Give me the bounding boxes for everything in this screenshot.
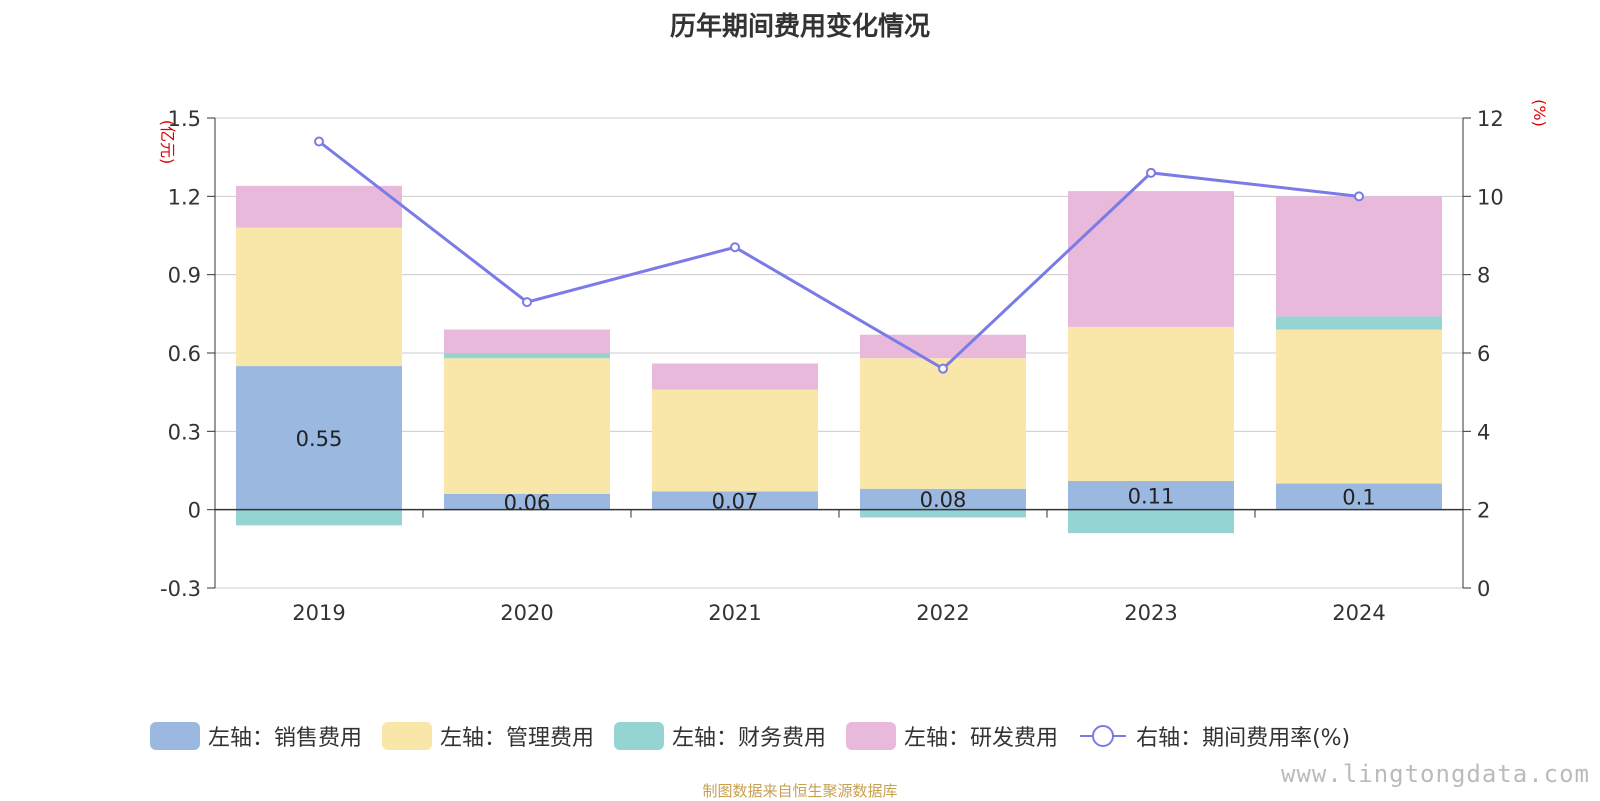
source-note: 制图数据来自恒生聚源数据库 [702, 782, 898, 800]
bar-3-2019 [236, 185, 402, 228]
bar-0-2020 [444, 494, 610, 510]
chart-title: 历年期间费用变化情况 [669, 12, 930, 42]
right-tick-label-3: 6 [1477, 342, 1490, 366]
line-point-2024 [1354, 191, 1364, 202]
line-expense-rate [318, 140, 1360, 371]
legend-item-finance[interactable]: 左轴：财务费用 [614, 720, 826, 752]
right-axis-unit: (%) [1530, 99, 1549, 127]
watermark: www.lingtongdata.com [1281, 760, 1590, 788]
legend-item-rnd[interactable]: 左轴：研发费用 [846, 720, 1058, 752]
right-tick-label-6: 12 [1477, 107, 1504, 131]
x-tick-label-2022: 2022 [916, 601, 969, 625]
right-tick-label-5: 10 [1477, 185, 1504, 209]
line-point-2023 [1146, 167, 1156, 178]
bar-1-2024 [1276, 329, 1442, 484]
bar-0-2019 [236, 366, 402, 510]
legend-swatch-sales [150, 722, 200, 750]
legend-item-expense-rate[interactable]: 右轴：期间费用率(%) [1078, 720, 1350, 752]
bar-2-2022 [860, 509, 1026, 518]
bar-1-2019 [236, 227, 402, 367]
right-tick-label-0: 0 [1477, 577, 1490, 601]
legend-swatch-finance [614, 722, 665, 750]
legend-label-admin: 左轴：管理费用 [440, 726, 595, 751]
bar-2-2019 [236, 509, 402, 526]
bar-2-2024 [1276, 316, 1442, 330]
bar-0-2023 [1068, 480, 1234, 510]
legend-item-sales[interactable]: 左轴：销售费用 [150, 720, 362, 752]
bar-0-2024 [1276, 483, 1442, 510]
bar-2-2023 [1068, 509, 1234, 534]
right-tick-label-1: 2 [1477, 499, 1490, 523]
line-point-2019 [314, 136, 324, 147]
line-marker-icon [1080, 725, 1127, 747]
x-tick-label-2020: 2020 [500, 601, 553, 625]
bar-1-2022 [860, 358, 1026, 489]
bar-1-2020 [444, 358, 610, 494]
left-tick-label-0: -0.3 [160, 577, 201, 601]
left-tick-label-5: 1.2 [168, 185, 201, 209]
legend-swatch-admin [382, 722, 433, 750]
x-tick-label-2021: 2021 [708, 601, 761, 625]
data-label-2021: 0.07 [712, 490, 759, 514]
bar-0-2021 [652, 491, 818, 510]
left-tick-label-6: 1.5 [168, 107, 201, 131]
bar-2-2020 [444, 353, 610, 359]
legend-swatch-rnd [846, 722, 897, 750]
left-tick-label-2: 0.3 [168, 420, 201, 444]
line-point-2020 [522, 297, 532, 308]
data-label-2023: 0.11 [1128, 484, 1175, 508]
left-tick-label-3: 0.6 [168, 342, 201, 366]
data-label-2024: 0.1 [1342, 486, 1375, 510]
bar-3-2023 [1068, 191, 1234, 327]
legend-label-expense-rate: 右轴：期间费用率(%) [1136, 726, 1351, 751]
bar-1-2021 [652, 389, 818, 492]
data-label-2019: 0.55 [296, 427, 343, 451]
left-tick-label-4: 0.9 [168, 264, 201, 288]
bar-3-2022 [860, 334, 1026, 359]
line-point-2021 [730, 242, 740, 253]
legend-label-rnd: 左轴：研发费用 [904, 726, 1059, 751]
legend: 左轴：销售费用 左轴：管理费用 左轴：财务费用 左轴：研发费用 右轴：期间费用率… [150, 720, 1350, 752]
legend-item-admin[interactable]: 左轴：管理费用 [382, 720, 594, 752]
bar-3-2021 [652, 363, 818, 390]
left-tick-label-1: 0 [188, 499, 201, 523]
x-tick-label-2019: 2019 [292, 601, 345, 625]
bar-3-2020 [444, 329, 610, 353]
data-label-2022: 0.08 [920, 488, 967, 512]
legend-label-finance: 左轴：财务费用 [672, 726, 827, 751]
bar-3-2024 [1276, 196, 1442, 317]
x-tick-label-2023: 2023 [1124, 601, 1177, 625]
x-tick-label-2024: 2024 [1332, 601, 1385, 625]
left-axis-unit: (亿元) [158, 120, 177, 165]
data-label-2020: 0.06 [504, 491, 551, 515]
bar-0-2022 [860, 488, 1026, 510]
bar-1-2023 [1068, 326, 1234, 481]
legend-label-sales: 左轴：销售费用 [208, 726, 363, 751]
line-point-2022 [938, 363, 948, 374]
right-tick-label-2: 4 [1477, 420, 1490, 444]
right-tick-label-4: 8 [1477, 264, 1490, 288]
